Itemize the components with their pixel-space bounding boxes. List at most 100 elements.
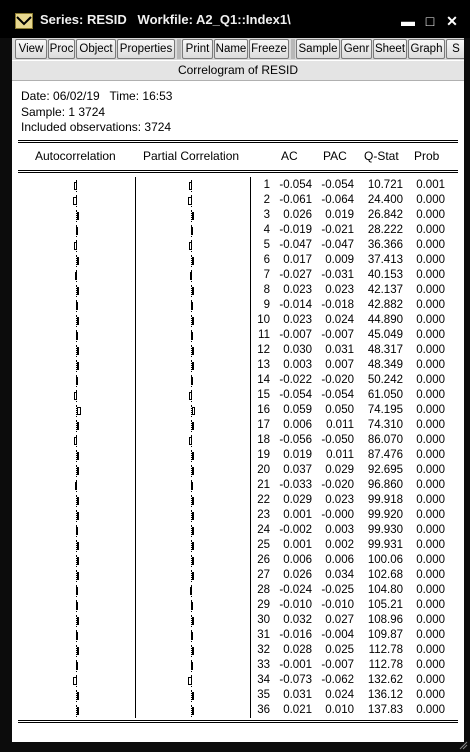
partial-correlation-bar <box>190 272 192 280</box>
pac-value: 0.034 <box>325 569 354 581</box>
pac-value: -0.054 <box>321 179 354 191</box>
ac-value: -0.019 <box>279 224 312 236</box>
correlogram-row: 25 0.001 0.002 99.931 0.000 <box>12 539 464 554</box>
ac-value: 0.006 <box>283 554 312 566</box>
window-title: Series: RESID Workfile: A2_Q1::Index1\ <box>40 12 291 27</box>
correlogram-row: 34 -0.073 -0.062 132.62 0.000 <box>12 674 464 689</box>
qstat-value: 42.137 <box>367 284 403 296</box>
ac-value: -0.033 <box>279 479 312 491</box>
prob-value: 0.000 <box>416 629 445 641</box>
lag-value: 19 <box>257 449 270 461</box>
lag-value: 6 <box>263 254 270 266</box>
partial-correlation-axis <box>191 570 194 582</box>
qstat-value: 99.931 <box>367 539 403 551</box>
partial-correlation-axis <box>191 615 194 627</box>
partial-correlation-bar <box>192 512 194 520</box>
autocorrelation-bar <box>77 467 79 475</box>
ac-value: 0.023 <box>283 314 312 326</box>
partial-correlation-bar <box>192 212 194 220</box>
sample-button[interactable]: Sample <box>296 39 340 59</box>
qstat-value: 137.83 <box>367 704 403 716</box>
lag-value: 21 <box>257 479 270 491</box>
correlogram-row: 36 0.021 0.010 137.83 0.000 <box>12 704 464 719</box>
correlogram-row: 7 -0.027 -0.031 40.153 0.000 <box>12 269 464 284</box>
qstat-header: Q-Stat <box>364 149 399 163</box>
view-button[interactable]: View <box>15 39 47 59</box>
partial-correlation-bar <box>192 542 194 550</box>
qstat-value: 48.349 <box>367 359 403 371</box>
ac-value: -0.054 <box>279 389 312 401</box>
ac-value: -0.022 <box>279 374 312 386</box>
correlogram-row: 4 -0.019 -0.021 28.222 0.000 <box>12 224 464 239</box>
lag-value: 13 <box>257 359 270 371</box>
lag-value: 35 <box>257 689 270 701</box>
graph-button[interactable]: Graph <box>408 39 445 59</box>
qstat-value: 92.695 <box>367 464 403 476</box>
autocorrelation-axis <box>76 705 79 717</box>
genr-button[interactable]: Genr <box>341 39 372 59</box>
autocorrelation-axis <box>76 540 79 552</box>
prob-value: 0.000 <box>416 554 445 566</box>
ac-value: 0.026 <box>283 209 312 221</box>
view-title: Correlogram of RESID <box>12 61 464 81</box>
correlogram-row: 30 0.032 0.027 108.96 0.000 <box>12 614 464 629</box>
ac-value: -0.073 <box>279 674 312 686</box>
properties-button[interactable]: Properties <box>117 39 175 59</box>
autocorrelation-bar <box>77 452 79 460</box>
prob-value: 0.000 <box>416 689 445 701</box>
qstat-value: 74.195 <box>367 404 403 416</box>
prob-value: 0.000 <box>416 509 445 521</box>
partial-correlation-bar <box>188 677 192 685</box>
lag-value: 33 <box>257 659 270 671</box>
autocorrelation-axis <box>76 555 79 567</box>
autocorrelation-bar <box>76 332 78 340</box>
toolbar: View Proc Object Properties Print Name F… <box>12 38 464 60</box>
print-button[interactable]: Print <box>182 39 213 59</box>
minimize-icon[interactable]: ▬ <box>401 13 415 29</box>
partial-correlation-bar <box>192 407 195 415</box>
correlogram-row: 19 0.019 0.011 87.476 0.000 <box>12 449 464 464</box>
autocorrelation-bar <box>74 392 77 400</box>
qstat-value: 24.400 <box>367 194 403 206</box>
lag-value: 25 <box>257 539 270 551</box>
freeze-button[interactable]: Freeze <box>249 39 289 59</box>
lag-value: 7 <box>263 269 270 281</box>
qstat-value: 132.62 <box>367 674 403 686</box>
lag-value: 31 <box>257 629 270 641</box>
autocorrelation-bar <box>76 587 78 595</box>
prob-value: 0.000 <box>416 659 445 671</box>
lag-value: 36 <box>257 704 270 716</box>
partial-correlation-axis <box>191 555 194 567</box>
column-divider <box>250 177 251 718</box>
autocorrelation-bar <box>75 482 77 490</box>
title-bar[interactable]: Series: RESID Workfile: A2_Q1::Index1\ ▬… <box>0 0 470 38</box>
qstat-value: 108.96 <box>367 614 403 626</box>
correlogram-row: 22 0.029 0.023 99.918 0.000 <box>12 494 464 509</box>
pac-value: 0.006 <box>325 554 354 566</box>
pac-value: 0.031 <box>325 344 354 356</box>
sheet-button[interactable]: Sheet <box>373 39 407 59</box>
autocorrelation-bar <box>76 377 78 385</box>
header-rule <box>18 170 458 171</box>
autocorrelation-bar <box>77 317 79 325</box>
lag-value: 5 <box>263 239 270 251</box>
name-button[interactable]: Name <box>214 39 248 59</box>
correlogram-view[interactable]: Correlogram of RESID Date: 06/02/19 Time… <box>12 60 464 742</box>
qstat-value: 112.78 <box>368 644 403 656</box>
partial-correlation-axis <box>191 525 194 537</box>
correlogram-row: 16 0.059 0.050 74.195 0.000 <box>12 404 464 419</box>
qstat-value: 99.920 <box>367 509 403 521</box>
lag-value: 24 <box>257 524 270 536</box>
resize-grip-icon[interactable] <box>458 740 468 750</box>
autocorrelation-bar <box>77 287 79 295</box>
partial-correlation-bar <box>192 347 194 355</box>
proc-button[interactable]: Proc <box>48 39 75 59</box>
qstat-value: 40.153 <box>367 269 403 281</box>
object-button[interactable]: Object <box>76 39 116 59</box>
stats-button[interactable]: S <box>446 39 464 59</box>
qstat-value: 44.890 <box>367 314 403 326</box>
restore-icon[interactable]: □ <box>425 13 435 29</box>
close-icon[interactable]: ✕ <box>446 13 458 29</box>
lag-value: 27 <box>257 569 270 581</box>
